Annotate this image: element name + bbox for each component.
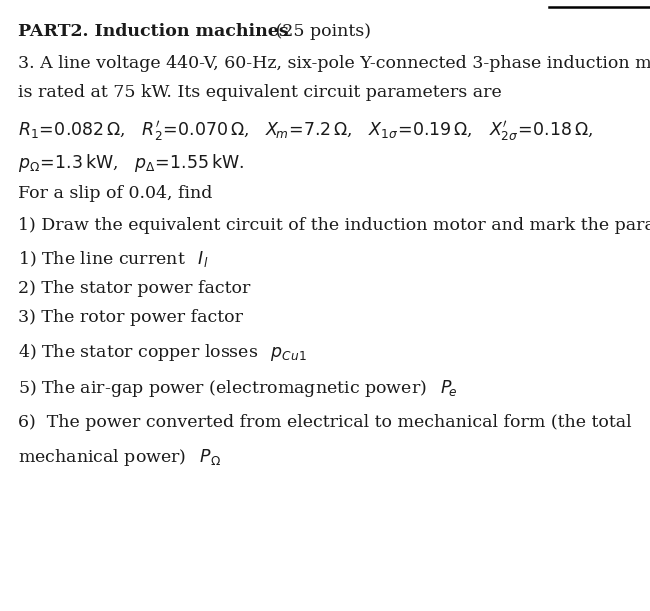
Text: $R_1\!=\!0.082\,\Omega$,   $R_2'\!=\!0.070\,\Omega$,   $X_{\!m}\!=\!7.2\,\Omega$: $R_1\!=\!0.082\,\Omega$, $R_2'\!=\!0.070…	[18, 119, 593, 143]
Text: $p_\Omega\!=\!1.3\,\mathrm{kW}$,   $p_\Delta\!=\!1.55\,\mathrm{kW}$.: $p_\Omega\!=\!1.3\,\mathrm{kW}$, $p_\Del…	[18, 152, 244, 174]
Text: 3) The rotor power factor: 3) The rotor power factor	[18, 309, 243, 326]
Text: 1) The line current  $\,I_l$: 1) The line current $\,I_l$	[18, 249, 209, 269]
Text: 2) The stator power factor: 2) The stator power factor	[18, 280, 251, 297]
Text: PART2. Induction machines: PART2. Induction machines	[18, 23, 289, 40]
Text: (25 points): (25 points)	[270, 23, 370, 40]
Text: 6)  The power converted from electrical to mechanical form (the total: 6) The power converted from electrical t…	[18, 414, 632, 431]
Text: 5) The air-gap power (electromagnetic power)  $\,P_{\!e}$: 5) The air-gap power (electromagnetic po…	[18, 378, 458, 398]
Text: is rated at 75 kW. Its equivalent circuit parameters are: is rated at 75 kW. Its equivalent circui…	[18, 84, 502, 101]
Text: mechanical power)  $\,P_\Omega$: mechanical power) $\,P_\Omega$	[18, 447, 221, 468]
Text: 1) Draw the equivalent circuit of the induction motor and mark the parameters: 1) Draw the equivalent circuit of the in…	[18, 217, 650, 234]
Text: 4) The stator copper losses  $\,p_{Cu1}$: 4) The stator copper losses $\,p_{Cu1}$	[18, 342, 307, 363]
Text: 3. A line voltage 440-V, 60-Hz, six-pole Y-connected 3-phase induction motor: 3. A line voltage 440-V, 60-Hz, six-pole…	[18, 55, 650, 72]
Text: For a slip of 0.04, find: For a slip of 0.04, find	[18, 185, 213, 202]
